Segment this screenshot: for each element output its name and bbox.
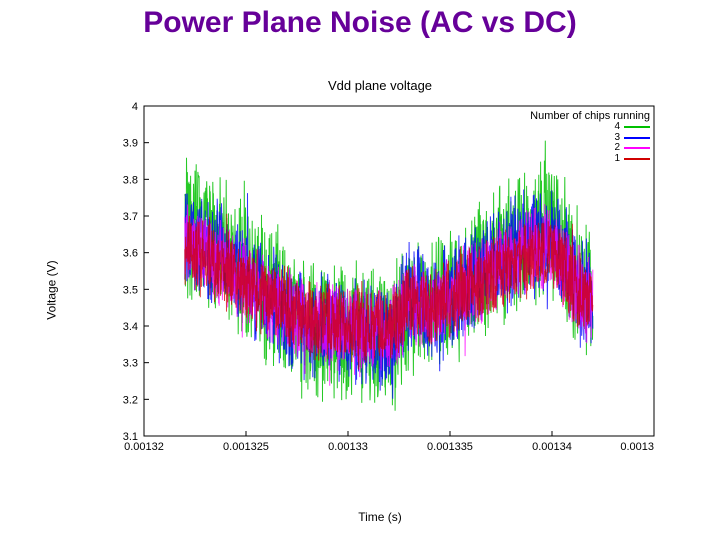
legend-item: 1 bbox=[530, 154, 650, 165]
x-tick-label: 0.00133 bbox=[328, 441, 368, 453]
y-axis-label: Voltage (V) bbox=[45, 260, 59, 319]
y-tick-label: 4 bbox=[132, 101, 138, 113]
chart-container: Vdd plane voltage Voltage (V) Time (s) 3… bbox=[100, 90, 660, 490]
x-tick-label: 0.001325 bbox=[223, 441, 269, 453]
y-tick-label: 3.2 bbox=[123, 394, 138, 406]
legend-item-label: 2 bbox=[614, 143, 620, 154]
y-tick-label: 3.6 bbox=[123, 248, 138, 260]
legend-item: 4 bbox=[530, 122, 650, 133]
legend: Number of chips running4321 bbox=[530, 110, 650, 164]
x-tick-label: 0.0013 bbox=[620, 441, 654, 453]
legend-item: 2 bbox=[530, 143, 650, 154]
y-tick-label: 3.9 bbox=[123, 138, 138, 150]
legend-item-label: 1 bbox=[614, 154, 620, 165]
legend-swatch-icon bbox=[624, 147, 650, 149]
x-tick-label: 0.001335 bbox=[427, 441, 473, 453]
slide: Power Plane Noise (AC vs DC) Vdd plane v… bbox=[0, 0, 720, 540]
slide-title: Power Plane Noise (AC vs DC) bbox=[0, 6, 720, 40]
legend-swatch-icon bbox=[624, 126, 650, 128]
y-tick-label: 3.3 bbox=[123, 358, 138, 370]
x-axis-label: Time (s) bbox=[100, 510, 660, 524]
legend-title: Number of chips running bbox=[530, 110, 650, 122]
legend-swatch-icon bbox=[624, 158, 650, 160]
chart-title: Vdd plane voltage bbox=[100, 78, 660, 93]
y-tick-label: 3.8 bbox=[123, 174, 138, 186]
y-tick-label: 3.5 bbox=[123, 284, 138, 296]
legend-item: 3 bbox=[530, 133, 650, 144]
y-tick-label: 3.4 bbox=[123, 321, 138, 333]
x-tick-label: 0.00132 bbox=[124, 441, 164, 453]
y-tick-label: 3.7 bbox=[123, 211, 138, 223]
x-tick-label: 0.00134 bbox=[532, 441, 572, 453]
legend-swatch-icon bbox=[624, 137, 650, 139]
legend-item-label: 4 bbox=[614, 122, 620, 133]
